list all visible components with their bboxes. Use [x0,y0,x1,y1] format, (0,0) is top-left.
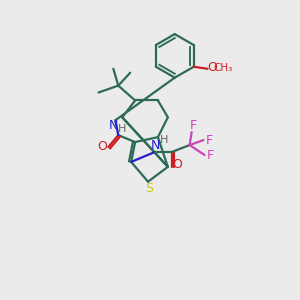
Text: O: O [208,61,218,74]
Text: H: H [118,124,126,134]
Text: O: O [172,158,182,171]
Text: F: F [206,134,213,147]
Text: F: F [190,119,197,132]
Text: CH₃: CH₃ [214,63,233,73]
Text: N: N [109,119,118,132]
Text: O: O [98,140,107,152]
Text: N: N [150,139,160,152]
Text: H: H [160,135,168,145]
Text: S: S [145,182,153,195]
Text: F: F [207,149,214,162]
